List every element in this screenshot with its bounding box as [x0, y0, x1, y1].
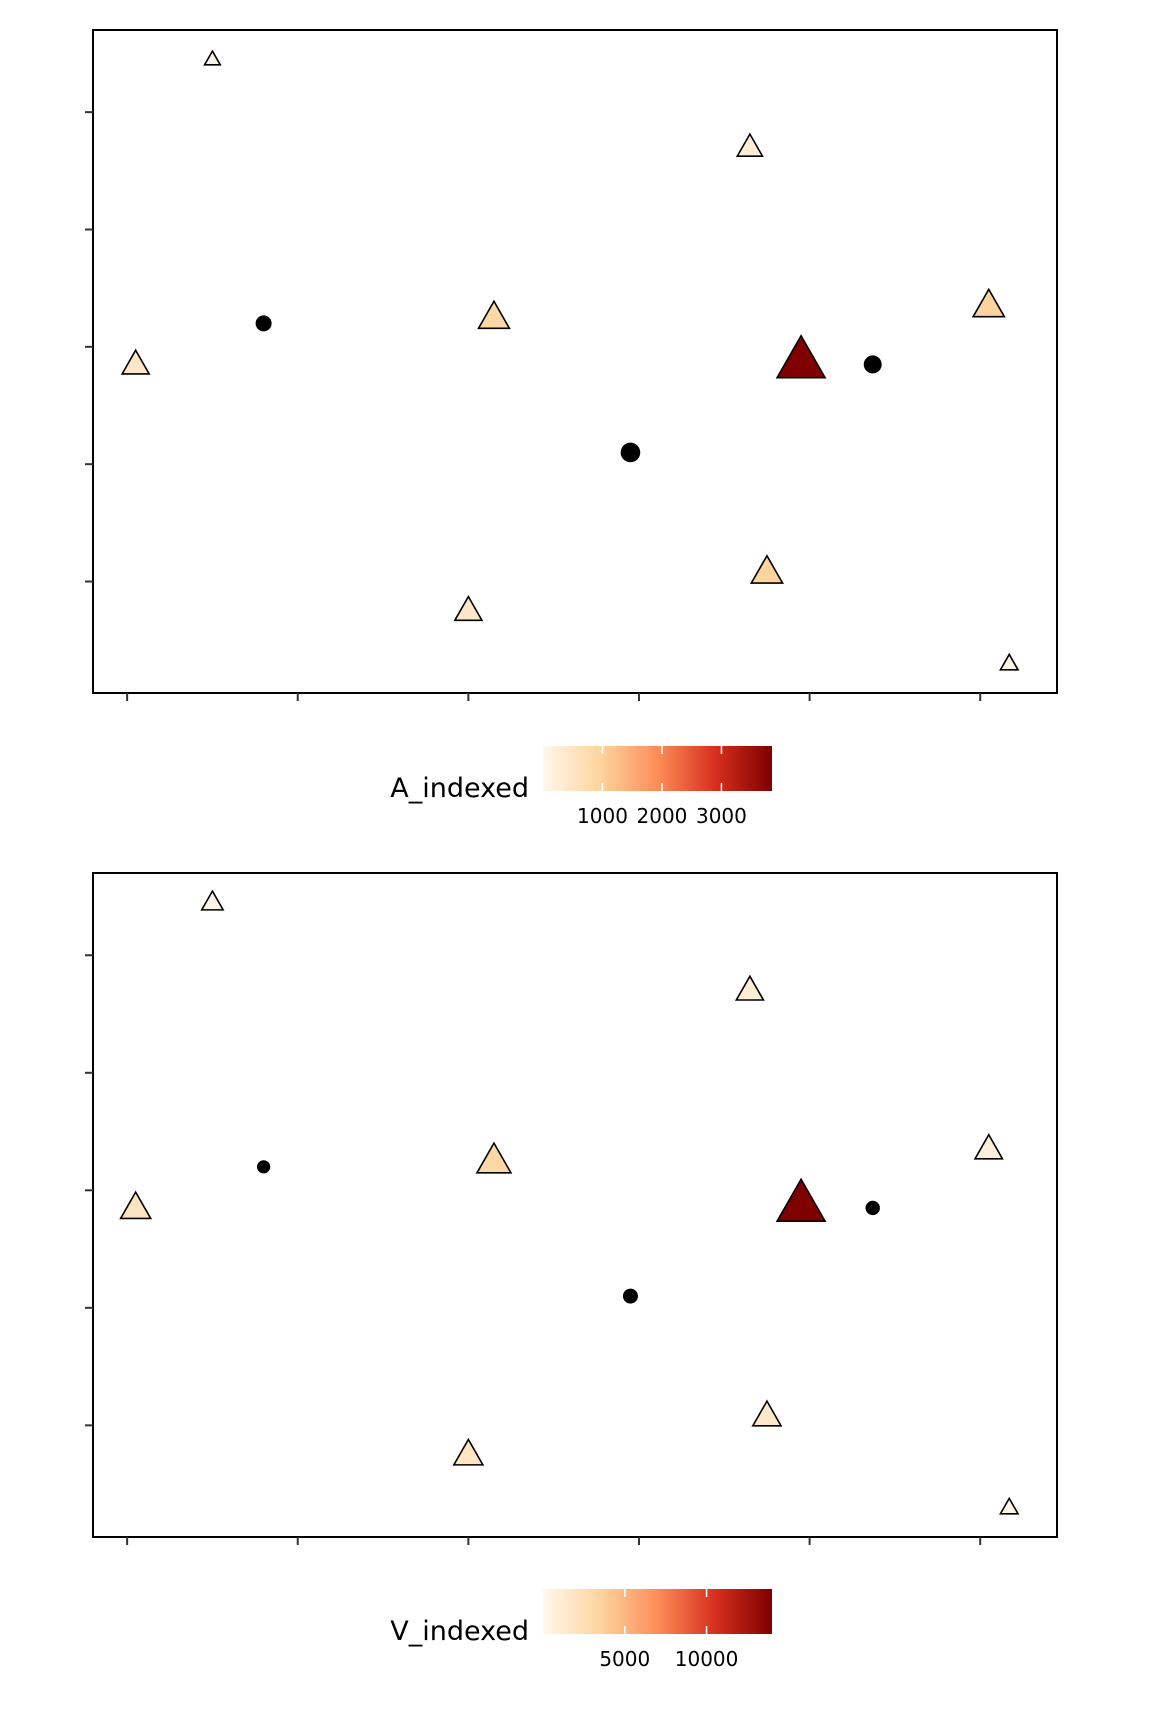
panel-a-indexed: A_indexed 1000 2000 3000 [85, 29, 1058, 828]
triangle-point [999, 652, 1020, 671]
triangle-point [775, 1177, 827, 1223]
circle-point [620, 442, 641, 463]
colorbar [543, 746, 772, 791]
colorbar-tick-label: 5000 [599, 1647, 650, 1671]
colorbar-tick-label: 10000 [675, 1647, 739, 1671]
legend-title: V_indexed [390, 1616, 529, 1647]
triangle-point [999, 1496, 1020, 1515]
triangle-point [119, 1190, 153, 1220]
circle-point [257, 1160, 271, 1174]
colorbar [543, 1589, 772, 1634]
circle-point [865, 1200, 880, 1216]
plot-frame [92, 29, 1058, 694]
colorbar-tick-label: 1000 [577, 804, 628, 828]
triangle-point [751, 1399, 783, 1427]
triangle-point [734, 974, 765, 1001]
triangle-point [735, 132, 764, 157]
plot-frame [92, 872, 1058, 1538]
triangle-point [775, 334, 827, 379]
colorbar-tick-label: 2000 [637, 804, 688, 828]
triangle-point [971, 287, 1006, 318]
triangle-point [200, 889, 225, 911]
triangle-point [120, 348, 151, 375]
triangle-point [477, 299, 511, 330]
triangle-point [475, 1141, 513, 1174]
legend-title: A_indexed [390, 773, 529, 804]
triangle-point [453, 595, 484, 622]
panel-v-indexed: V_indexed 5000 10000 [85, 872, 1058, 1671]
triangle-point [203, 49, 222, 66]
circle-point [622, 1288, 638, 1304]
circle-point [863, 355, 882, 374]
triangle-point [973, 1133, 1004, 1160]
triangle-point [452, 1437, 485, 1466]
triangle-point [749, 554, 784, 584]
colorbar-tick-label: 3000 [696, 804, 747, 828]
circle-point [255, 315, 272, 332]
